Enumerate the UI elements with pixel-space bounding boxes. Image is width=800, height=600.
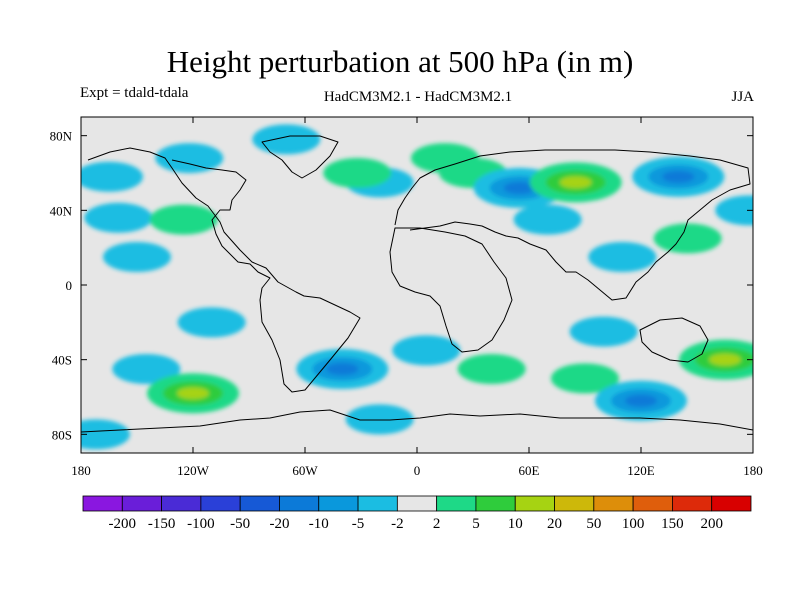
map-area <box>81 117 753 453</box>
anomaly-peak <box>559 176 592 189</box>
colorbar-label: 50 <box>586 516 601 532</box>
colorbar-swatch <box>357 495 398 512</box>
x-tick-label: 180 <box>71 463 91 478</box>
colorbar-label: -200 <box>109 516 137 532</box>
coastline-antarctica <box>81 409 753 433</box>
colorbar-label: 100 <box>622 516 645 532</box>
anomaly-region <box>653 223 722 254</box>
colorbar-swatch <box>161 495 202 512</box>
y-tick-label: 40N <box>50 203 73 218</box>
x-tick-label: 180 <box>743 463 763 478</box>
anomaly-region <box>569 316 638 347</box>
colorbar-swatch <box>475 495 516 512</box>
colorbar-swatch <box>396 495 438 512</box>
anomaly-region <box>81 161 143 192</box>
colorbar-swatch <box>279 495 320 512</box>
colorbar-swatch <box>239 495 280 512</box>
x-tick-label: 60E <box>519 463 540 478</box>
colorbar-swatch <box>200 495 241 512</box>
colorbar-label: -5 <box>352 516 365 532</box>
anomaly-region <box>84 202 153 233</box>
colorbar-label: 20 <box>547 516 562 532</box>
x-tick-label: 60W <box>292 463 318 478</box>
experiment-label: Expt = tdald-tdala <box>80 85 189 101</box>
x-tick-label: 120W <box>177 463 210 478</box>
colorbar-label: -2 <box>391 516 404 532</box>
anomaly-region <box>551 363 619 394</box>
anomaly-peak <box>326 363 359 375</box>
y-tick-label: 80N <box>50 129 73 144</box>
colorbar-swatch <box>711 495 752 512</box>
anomaly-region <box>588 242 657 272</box>
anomaly-region <box>345 404 414 435</box>
coastline-eurasia <box>394 149 751 301</box>
colorbar-swatch <box>554 495 595 512</box>
colorbar-swatch <box>318 495 359 512</box>
colorbar-label: -50 <box>230 516 250 532</box>
anomaly-peak <box>625 394 657 407</box>
anomaly-region <box>457 354 526 384</box>
anomaly-peak <box>709 353 741 366</box>
anomaly-region <box>252 124 321 155</box>
y-tick-label: 0 <box>66 278 73 293</box>
x-tick-label: 120E <box>627 463 655 478</box>
colorbar-swatch <box>672 495 713 512</box>
coastline-africa <box>389 227 513 353</box>
colorbar-swatch <box>436 495 477 512</box>
colorbar-label: 200 <box>700 516 723 532</box>
colorbar-swatch <box>632 495 673 512</box>
colorbar-label: -100 <box>187 516 215 532</box>
anomaly-region <box>715 195 753 226</box>
anomaly-region <box>112 354 181 384</box>
season-label: JJA <box>731 89 754 105</box>
colorbar-swatch <box>121 495 162 512</box>
anomaly-region <box>155 143 224 174</box>
colorbar-label: 2 <box>433 516 441 532</box>
anomaly-peak <box>503 181 536 194</box>
colorbar-label: 150 <box>661 516 684 532</box>
model-label: HadCM3M2.1 - HadCM3M2.1 <box>323 89 513 105</box>
coastline-north-america <box>87 147 361 393</box>
anomaly-region <box>392 335 461 366</box>
y-tick-label: 80S <box>52 427 72 442</box>
chart-title: Height perturbation at 500 hPa (in m) <box>166 44 634 79</box>
colorbar-label: 10 <box>508 516 523 532</box>
colorbar-swatch <box>514 495 555 512</box>
y-tick-label: 40S <box>52 353 72 368</box>
anomaly-region <box>513 204 582 235</box>
colorbar-swatch <box>82 495 123 512</box>
colorbar-label: -150 <box>148 516 176 532</box>
colorbar-swatch <box>593 495 634 512</box>
x-tick-label: 0 <box>414 463 421 478</box>
anomaly-region <box>323 158 392 188</box>
anomaly-region <box>149 204 218 235</box>
anomaly-peak <box>177 387 209 400</box>
coastline-greenland <box>261 135 339 179</box>
anomaly-region <box>103 242 171 272</box>
anomaly-region <box>177 307 246 338</box>
anomaly-region <box>81 419 130 450</box>
colorbar-label: -20 <box>269 516 289 532</box>
colorbar-label: 5 <box>472 516 480 532</box>
colorbar-label: -10 <box>309 516 329 532</box>
coastline-australia <box>639 317 709 363</box>
anomaly-peak <box>662 170 695 183</box>
